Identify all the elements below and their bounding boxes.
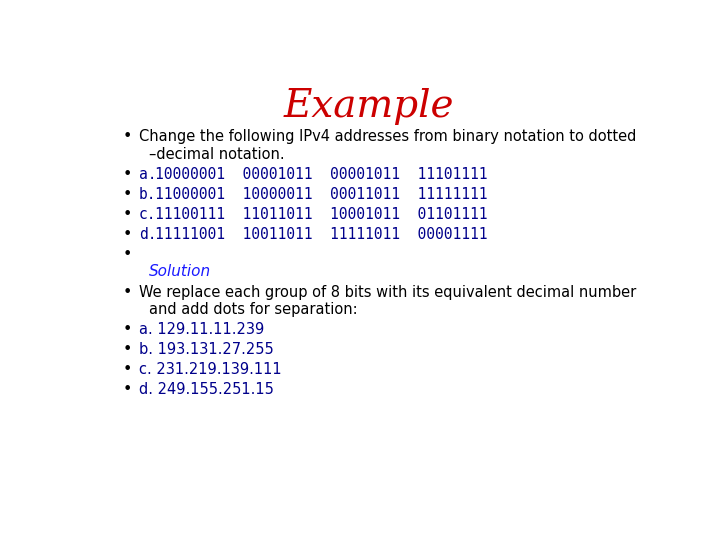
Text: and add dots for separation:: and add dots for separation: <box>148 302 357 317</box>
Text: d.: d. <box>139 227 157 241</box>
Text: 11100111  11011011  10001011  01101111: 11100111 11011011 10001011 01101111 <box>155 207 487 221</box>
Text: Example: Example <box>284 87 454 125</box>
Text: c.: c. <box>139 207 157 221</box>
Text: •: • <box>122 246 132 261</box>
Text: Change the following IPv4 addresses from binary notation to dotted: Change the following IPv4 addresses from… <box>139 129 636 144</box>
Text: –decimal notation.: –decimal notation. <box>148 147 284 161</box>
Text: •: • <box>122 322 132 337</box>
Text: c. 231.219.139.111: c. 231.219.139.111 <box>139 362 282 377</box>
Text: 10000001  00001011  00001011  11101111: 10000001 00001011 00001011 11101111 <box>155 167 487 181</box>
Text: •: • <box>122 342 132 357</box>
Text: Solution: Solution <box>148 264 211 279</box>
Text: b. 193.131.27.255: b. 193.131.27.255 <box>139 342 274 357</box>
Text: •: • <box>122 227 132 241</box>
Text: •: • <box>122 167 132 181</box>
Text: •: • <box>122 187 132 201</box>
Text: •: • <box>122 207 132 221</box>
Text: b.: b. <box>139 187 157 201</box>
Text: a. 129.11.11.239: a. 129.11.11.239 <box>139 322 264 337</box>
Text: •: • <box>122 129 132 144</box>
Text: We replace each group of 8 bits with its equivalent decimal number: We replace each group of 8 bits with its… <box>139 285 636 300</box>
Text: 11111001  10011011  11111011  00001111: 11111001 10011011 11111011 00001111 <box>155 227 487 241</box>
Text: d. 249.155.251.15: d. 249.155.251.15 <box>139 382 274 397</box>
Text: •: • <box>122 285 132 300</box>
Text: 11000001  10000011  00011011  11111111: 11000001 10000011 00011011 11111111 <box>155 187 487 201</box>
Text: a.: a. <box>139 167 157 181</box>
Text: •: • <box>122 382 132 397</box>
Text: •: • <box>122 362 132 377</box>
